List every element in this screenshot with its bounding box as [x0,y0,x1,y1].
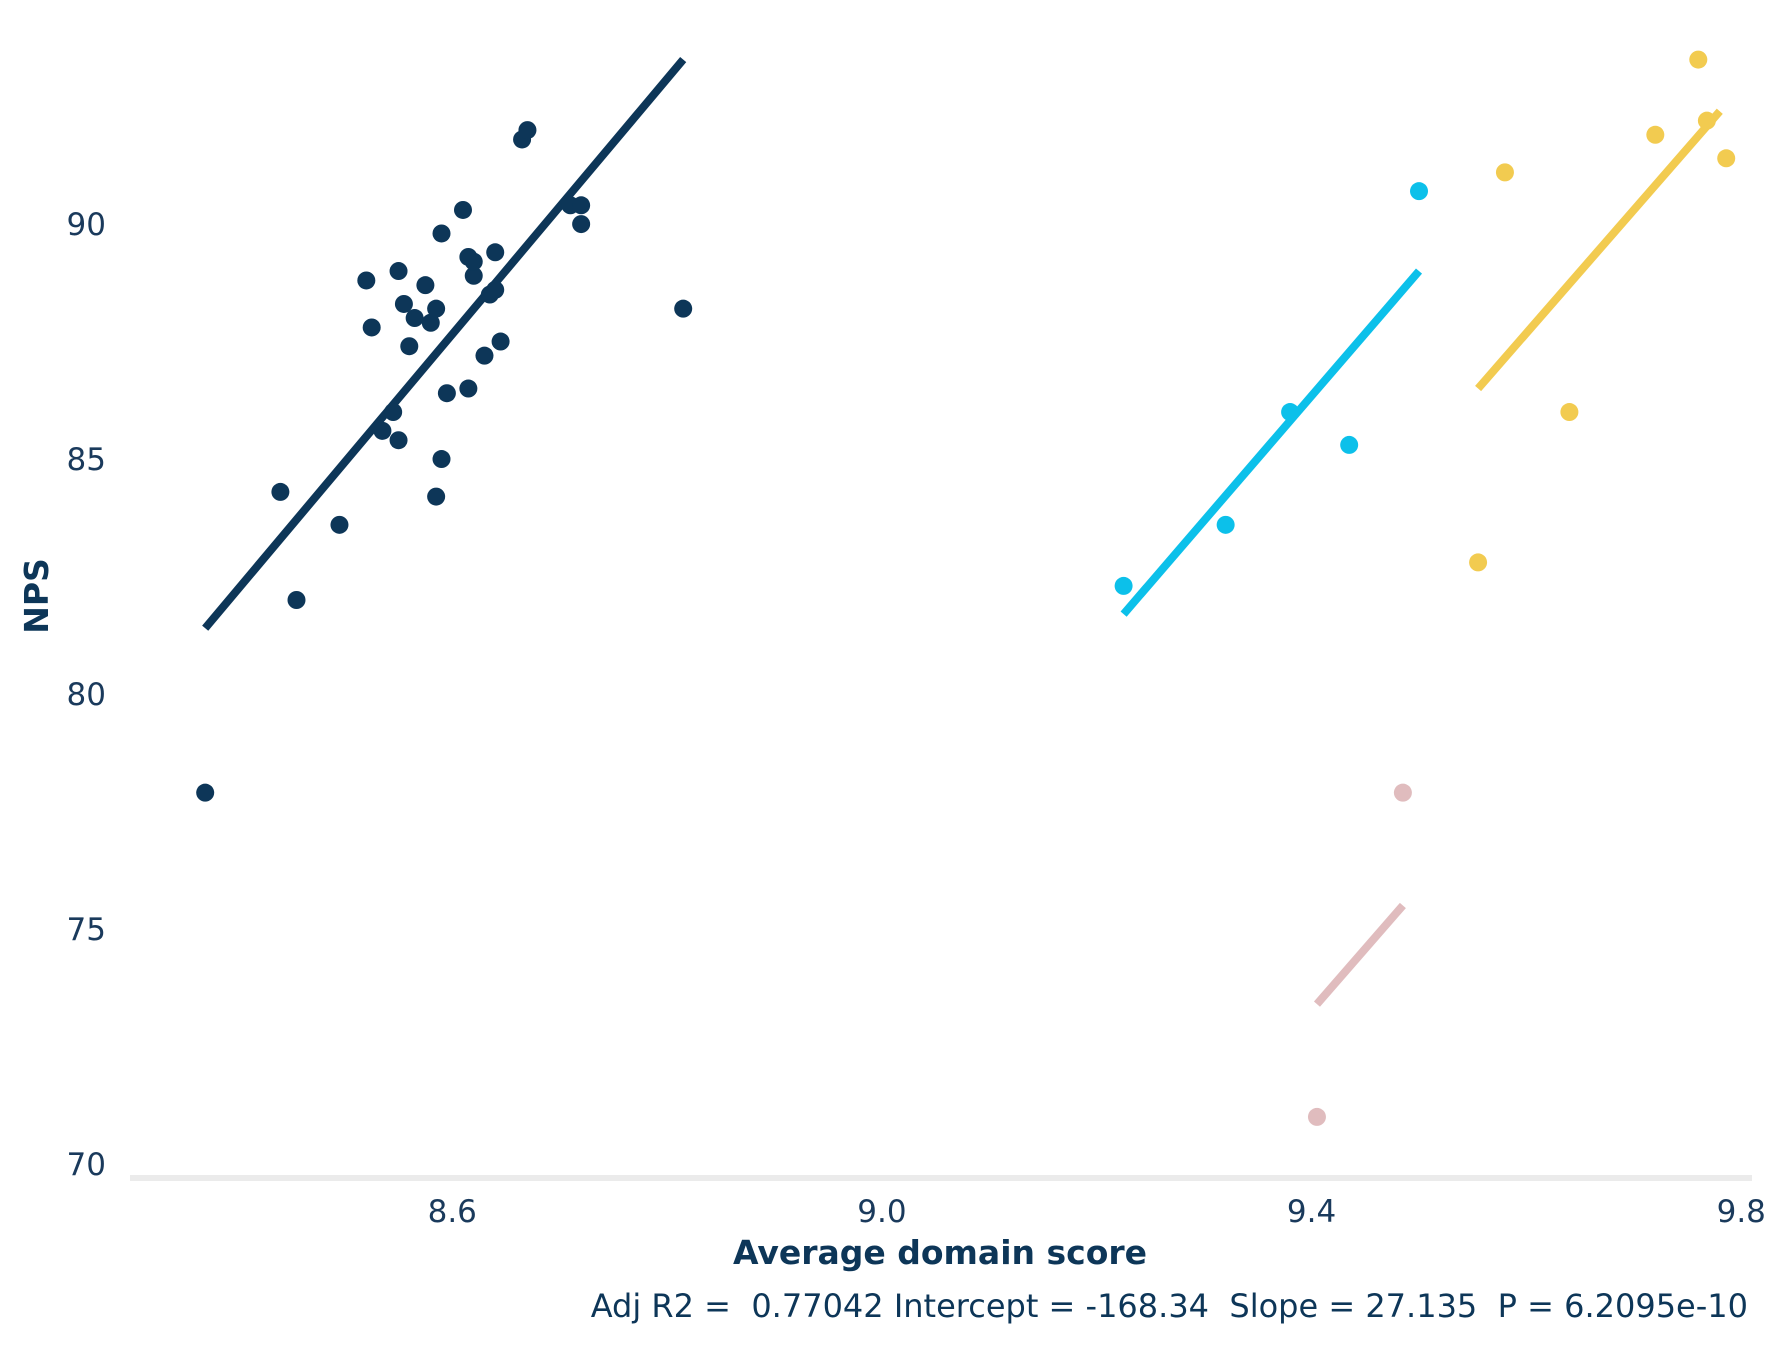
data-point-series-1 [287,591,306,609]
x-tick-label: 9.4 [1287,1194,1336,1230]
data-point-series-1 [362,318,381,337]
data-point-series-1 [427,487,446,506]
data-point-series-1 [357,271,376,290]
x-axis-ticks: 8.6 9.0 9.4 9.8 [428,1194,1766,1230]
data-point-series-1 [437,384,456,403]
data-point-series-1 [486,243,505,262]
data-point-series-2 [1114,576,1133,595]
data-point-series-3 [1469,553,1488,572]
y-tick-label: 80 [67,677,106,713]
x-tick-label: 9.0 [857,1194,906,1230]
data-point-series-3 [1560,403,1579,422]
data-point-series-3 [1646,125,1665,144]
data-point-series-1 [464,252,483,271]
data-point-series-4 [1307,1107,1326,1126]
y-tick-label: 85 [67,442,106,478]
data-point-series-1 [394,294,413,313]
data-point-series-3 [1495,163,1514,182]
y-axis-ticks: 70 75 80 85 90 [67,207,106,1183]
data-point-series-3 [1697,111,1716,130]
regression-lines [202,57,1723,1007]
data-point-series-1 [330,515,349,534]
data-point-series-1 [486,280,505,299]
data-point-series-2 [1410,182,1429,201]
data-point-series-1 [196,783,215,802]
data-point-series-2 [1281,403,1300,422]
data-point-series-1 [475,346,494,365]
data-point-series-1 [405,309,424,328]
data-point-series-2 [1340,435,1359,454]
data-point-series-1 [421,313,440,332]
regression-stats: Adj R2 = 0.77042 Intercept = -168.34 Slo… [591,1287,1748,1325]
data-point-series-1 [389,262,408,281]
data-point-series-1 [416,276,435,295]
data-points [196,50,1736,1126]
data-point-series-1 [373,421,392,440]
data-point-series-2 [1216,515,1235,534]
data-point-series-3 [1717,149,1736,168]
data-point-series-1 [432,224,451,243]
data-point-series-1 [572,215,591,234]
data-point-series-1 [572,196,591,215]
data-point-series-1 [384,403,403,422]
y-tick-label: 75 [67,912,106,948]
fit-line-2 [1120,268,1423,617]
data-point-series-1 [459,379,478,398]
x-tick-label: 8.6 [428,1194,477,1230]
data-point-series-1 [491,332,510,351]
y-tick-label: 90 [67,207,106,243]
fit-line-3 [1475,108,1723,392]
data-point-series-1 [432,450,451,469]
data-point-series-1 [674,299,693,318]
data-point-series-1 [271,482,290,501]
data-point-series-1 [389,431,408,450]
x-axis-title: Average domain score [733,1233,1147,1272]
fit-line-1 [202,57,687,631]
y-axis-title: NPS [17,558,56,634]
data-point-series-4 [1393,783,1412,802]
y-tick-label: 70 [67,1147,106,1183]
x-tick-label: 9.8 [1717,1194,1766,1230]
data-point-series-3 [1689,50,1708,69]
data-point-series-1 [464,266,483,285]
fit-line-4 [1313,902,1406,1007]
data-point-series-1 [518,121,537,140]
data-point-series-1 [427,299,446,318]
data-point-series-1 [400,337,419,356]
data-point-series-1 [453,200,472,219]
